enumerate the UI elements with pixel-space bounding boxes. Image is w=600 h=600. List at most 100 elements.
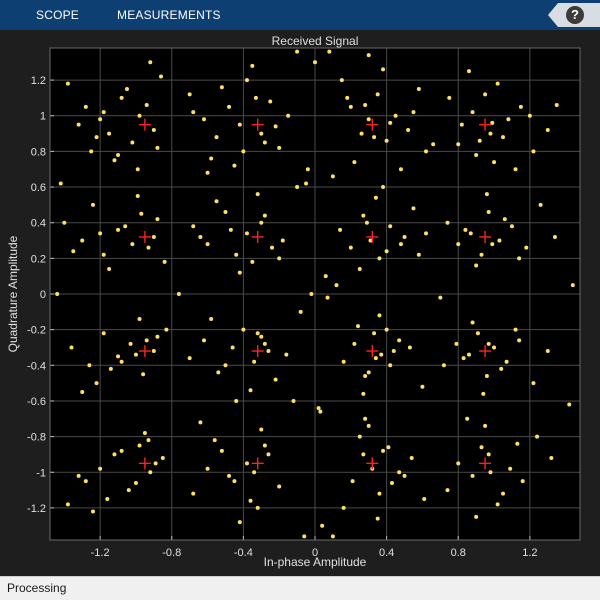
received-point (187, 356, 192, 361)
received-point (352, 160, 357, 165)
received-point (305, 167, 310, 172)
received-point (384, 138, 389, 143)
received-point (135, 167, 140, 172)
received-point (474, 263, 479, 268)
received-point (431, 142, 436, 147)
received-point (348, 104, 353, 109)
received-point (107, 131, 112, 136)
x-tick-label: 0.8 (451, 547, 466, 559)
x-tick-label: -1.2 (91, 547, 110, 559)
received-point (212, 438, 217, 443)
received-point (388, 120, 393, 125)
received-point (456, 142, 461, 147)
received-point (497, 238, 502, 243)
received-point (309, 292, 314, 296)
received-point (295, 185, 300, 190)
received-point (76, 473, 81, 478)
received-point (255, 331, 260, 336)
received-point (366, 117, 371, 122)
received-point (205, 170, 210, 175)
received-point (151, 234, 156, 239)
received-point (461, 356, 466, 361)
received-point (280, 238, 285, 243)
received-point (153, 461, 158, 466)
tab-scope[interactable]: SCOPE (36, 8, 80, 22)
received-point (409, 456, 414, 460)
received-point (515, 441, 520, 446)
received-point (488, 470, 493, 475)
received-point (107, 267, 112, 272)
received-point (481, 391, 486, 396)
y-tick-label: 0.6 (31, 182, 46, 194)
received-point (116, 152, 121, 157)
received-point (230, 345, 235, 350)
received-point (259, 427, 264, 432)
x-tick-label: 1.2 (522, 547, 537, 559)
received-point (366, 423, 371, 428)
received-point (373, 195, 378, 200)
received-point (98, 466, 103, 471)
received-point (227, 473, 232, 478)
received-point (517, 338, 522, 343)
tab-measurements[interactable]: MEASUREMENTS (117, 8, 221, 22)
received-point (135, 193, 140, 198)
received-point (393, 113, 398, 118)
received-point (567, 402, 572, 407)
received-point (65, 81, 70, 86)
received-point (388, 363, 393, 368)
received-point (137, 443, 142, 448)
received-point (486, 452, 491, 457)
received-point (389, 480, 394, 485)
received-point (484, 192, 489, 197)
received-point (456, 461, 461, 466)
received-point (237, 270, 242, 275)
received-point (330, 534, 335, 539)
help-icon[interactable]: ? (566, 6, 584, 24)
received-point (375, 92, 380, 97)
received-point (232, 163, 237, 168)
received-point (330, 174, 335, 179)
received-point (445, 220, 450, 225)
received-point (253, 95, 258, 100)
received-point (232, 479, 237, 484)
received-point (465, 416, 470, 421)
received-point (372, 331, 377, 336)
received-point (375, 516, 380, 521)
x-axis-label: In-phase Amplitude (264, 555, 367, 569)
constellation-chart[interactable]: -1.2 -0.8 -0.4 0 0.4 0.8 1.2 -1.2 -1 -0.8 -0.6 -0.4… (0, 30, 600, 576)
received-point (252, 470, 257, 475)
received-point (554, 103, 559, 108)
received-point (463, 227, 468, 232)
received-point (298, 309, 303, 314)
received-point (304, 181, 309, 186)
received-point (83, 104, 88, 109)
received-point (162, 259, 167, 264)
received-point (513, 167, 518, 172)
received-point (139, 211, 144, 216)
received-point (377, 256, 382, 261)
chart-title: Received Signal (272, 34, 359, 48)
received-point (137, 113, 142, 118)
received-point (146, 438, 151, 443)
received-point (262, 140, 267, 145)
received-point (227, 104, 232, 109)
received-point (520, 479, 525, 484)
received-point (445, 488, 450, 493)
help-button[interactable]: ? (548, 3, 600, 27)
reference-markers (138, 118, 492, 470)
received-point (381, 185, 386, 190)
received-point (483, 423, 488, 428)
received-point (205, 242, 210, 247)
y-tick-label: -1 (36, 467, 46, 479)
received-point (538, 202, 543, 207)
received-point (191, 224, 196, 229)
received-point (126, 488, 131, 493)
received-point (447, 95, 452, 100)
received-point (244, 78, 249, 83)
received-point (384, 327, 389, 332)
received-point (313, 60, 317, 65)
received-point (361, 391, 366, 396)
received-point (411, 110, 416, 115)
received-point (144, 338, 149, 343)
y-tick-label: -0.4 (27, 360, 46, 372)
